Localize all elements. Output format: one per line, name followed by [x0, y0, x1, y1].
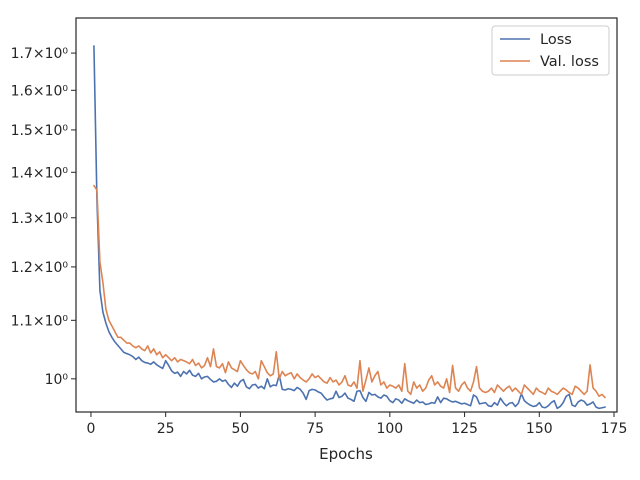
x-tick-label: 0	[86, 421, 95, 437]
x-tick-label: 50	[231, 421, 249, 437]
series-line-val-loss	[93, 184, 606, 399]
series-line-loss	[93, 45, 606, 410]
y-tick-label: 1.1×10⁰	[11, 313, 69, 329]
y-tick-label: 1.7×10⁰	[11, 46, 69, 62]
y-tick-label: 1.3×10⁰	[11, 211, 69, 227]
axis-ticks: 0 25 50 75 100 125 150 175 10⁰ 1.1×10⁰ 1.2×10⁰ 1.3×…	[11, 46, 628, 437]
x-tick-label: 75	[306, 421, 324, 437]
y-tick-label: 1.4×10⁰	[11, 165, 69, 181]
y-tick-label: 1.5×10⁰	[11, 123, 69, 139]
legend-label-loss: Loss	[540, 32, 572, 48]
plot-area	[93, 45, 606, 410]
y-tick-label: 10⁰	[45, 372, 69, 388]
x-tick-label: 175	[601, 421, 628, 437]
x-tick-label: 150	[526, 421, 553, 437]
x-tick-label: 125	[451, 421, 478, 437]
x-tick-label: 100	[376, 421, 403, 437]
x-tick-label: 25	[157, 421, 175, 437]
y-tick-label: 1.6×10⁰	[11, 83, 69, 99]
y-tick-label: 1.2×10⁰	[11, 260, 69, 276]
plot-frame	[75, 17, 618, 413]
legend: Loss Val. loss	[491, 25, 610, 76]
x-axis-label: Epochs	[319, 445, 373, 463]
legend-label-val-loss: Val. loss	[540, 54, 599, 70]
